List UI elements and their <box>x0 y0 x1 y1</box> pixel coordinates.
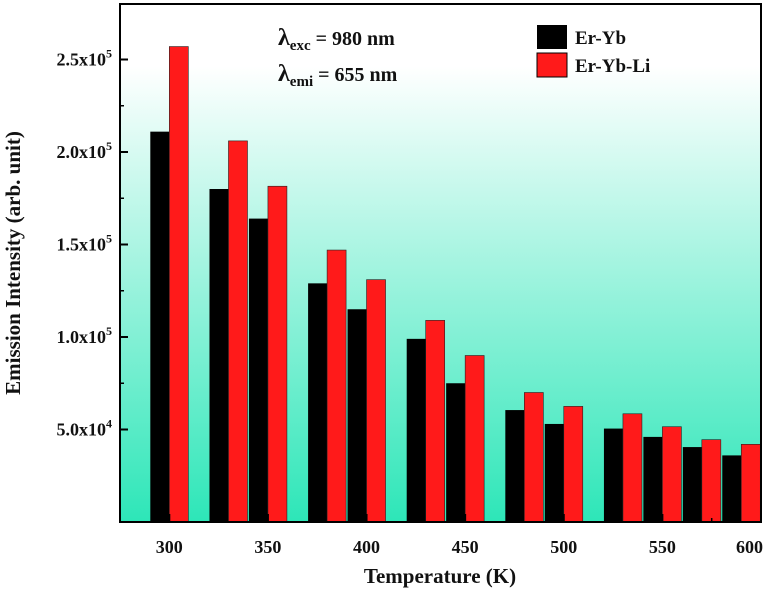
bar-er-yb-350 <box>248 218 268 522</box>
x-tick-label: 400 <box>353 537 380 557</box>
bar-er-yb-li-300 <box>169 46 189 523</box>
bar-er-yb-li-400 <box>366 279 386 523</box>
bar-er-yb-400 <box>347 309 367 522</box>
bar-er-yb-500 <box>544 423 564 522</box>
bar-er-yb-300 <box>150 131 170 522</box>
bar-er-yb-530 <box>603 428 623 522</box>
bar-er-yb-li-350 <box>267 185 288 523</box>
bar-er-yb-li-330 <box>228 140 248 523</box>
legend-swatch-er-yb <box>537 25 567 49</box>
y-axis: 5.0x104 1.0x105 1.5x105 2.0x105 2.5x105 <box>57 47 128 440</box>
emission-wavelength-label: λemi = 655 nm <box>278 61 398 90</box>
x-tick-label: 450 <box>452 537 479 557</box>
bar-er-yb-590 <box>722 455 742 522</box>
x-axis-title: Temperature (K) <box>364 564 516 588</box>
bar-er-yb-430 <box>406 338 426 522</box>
legend: Er-Yb Er-Yb-Li <box>536 25 650 78</box>
bar-er-yb-li-380 <box>326 249 347 523</box>
x-tick-label: 550 <box>649 537 676 557</box>
bar-er-yb-450 <box>446 383 466 522</box>
y-tick-label: 2.0x105 <box>57 139 113 162</box>
x-tick-label: 300 <box>156 537 183 557</box>
y-tick-label: 1.5x105 <box>57 232 113 255</box>
bar-er-yb-380 <box>308 283 328 522</box>
x-tick-label: 600 <box>736 537 763 557</box>
y-axis-title: Emission Intensity (arb. unit) <box>1 131 25 395</box>
bars-group <box>150 46 761 523</box>
bar-er-yb-570 <box>682 447 702 522</box>
x-tick-label: 500 <box>550 537 577 557</box>
bar-er-yb-480 <box>505 410 525 522</box>
bar-er-yb-li-450 <box>464 355 485 523</box>
legend-label-er-yb-li: Er-Yb-Li <box>575 56 650 77</box>
y-tick-label: 2.5x105 <box>57 47 113 70</box>
bar-er-yb-li-430 <box>425 320 446 523</box>
bar-er-yb-330 <box>209 189 229 522</box>
y-tick-label: 5.0x104 <box>57 417 113 440</box>
x-tick-label: 350 <box>254 537 281 557</box>
legend-label-er-yb: Er-Yb <box>575 28 626 49</box>
bar-er-yb-li-480 <box>524 392 544 523</box>
legend-swatch-er-yb-li <box>536 52 568 78</box>
bar-er-yb-li-550 <box>662 426 682 523</box>
bar-er-yb-li-570 <box>701 439 722 523</box>
y-tick-label: 1.0x105 <box>57 324 113 347</box>
bar-er-yb-li-530 <box>622 413 643 523</box>
annotations: λexc = 980 nm λemi = 655 nm <box>278 25 398 90</box>
bar-er-yb-li-500 <box>563 406 584 523</box>
plot-frame <box>119 3 762 523</box>
x-axis: 300 350 400 450 500 550 600 <box>156 514 763 557</box>
excitation-wavelength-label: λexc = 980 nm <box>278 25 395 54</box>
bar-er-yb-550 <box>643 436 663 522</box>
bar-er-yb-li-590 <box>740 443 761 523</box>
